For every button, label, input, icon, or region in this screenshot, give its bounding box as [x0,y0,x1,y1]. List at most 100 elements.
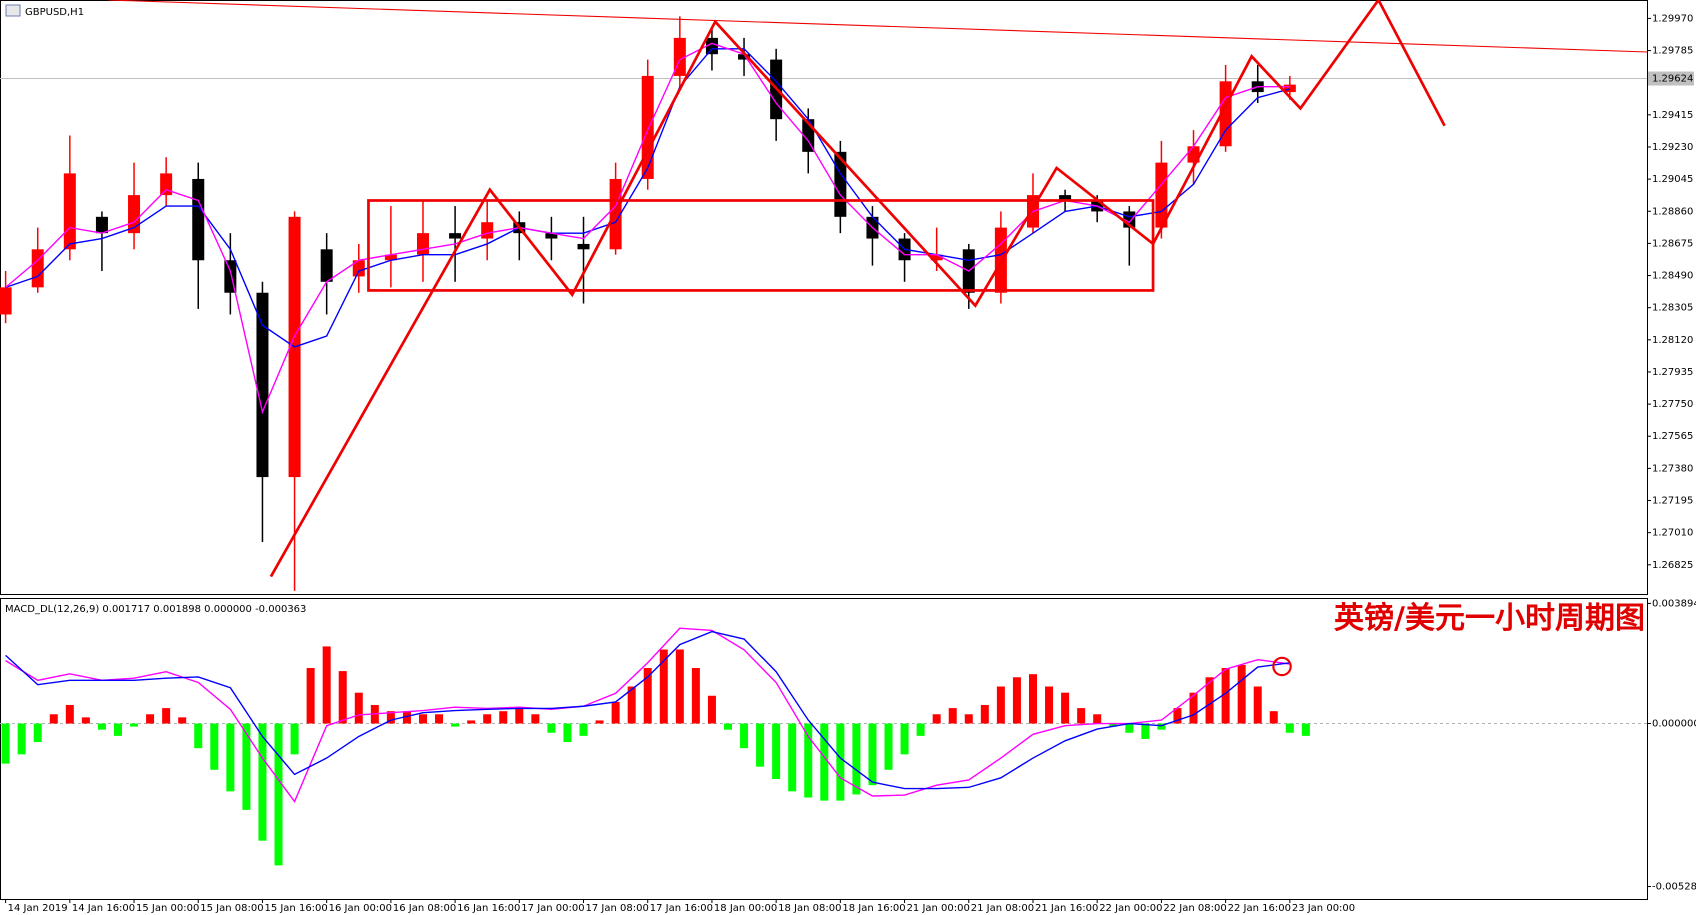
histogram-bar [178,717,187,724]
histogram-bar [788,723,797,792]
histogram-bar [1061,692,1070,724]
x-tick-label: 21 Jan 08:00 [971,903,1034,914]
y-tick-label: 0.003894 [1652,598,1696,609]
histogram-bar [451,723,460,727]
candle-body [160,173,173,196]
histogram-bar [354,692,363,724]
histogram-bar [643,668,652,724]
candle-body [545,233,558,239]
y-tick-label: 1.28120 [1652,335,1693,346]
macd-line [5,627,1290,803]
histogram-bar [964,714,973,724]
histogram-bar [97,723,106,730]
zigzag-projection [269,0,1446,578]
candle-body [63,173,76,250]
x-tick-label: 14 Jan 2019 [8,903,68,914]
candle-body [416,233,429,255]
histogram-bar [804,723,813,798]
histogram-bar [515,708,524,724]
x-tick-label: 21 Jan 00:00 [907,903,970,914]
histogram-bar [1012,677,1021,724]
histogram-bar [226,723,235,792]
y-tick-label: 1.27935 [1652,367,1693,378]
x-tick-label: 16 Jan 00:00 [329,903,392,914]
histogram-bar [916,723,925,736]
histogram-bar [723,723,732,730]
x-tick-label: 18 Jan 08:00 [778,903,841,914]
y-tick-label: 1.27010 [1652,528,1693,539]
histogram-bar [1173,708,1182,724]
y-tick-label: 1.29970 [1652,13,1693,24]
histogram-bar [1125,723,1134,733]
x-tick-label: 15 Jan 08:00 [200,903,263,914]
x-tick-label: 17 Jan 08:00 [586,903,649,914]
y-tick-label: 1.27195 [1652,496,1693,507]
histogram-bar [49,714,58,724]
histogram-bar [932,714,941,724]
x-tick-label: 16 Jan 16:00 [457,903,520,914]
histogram-bar [386,711,395,724]
histogram-bar [194,723,203,749]
candle-body [0,287,12,315]
histogram-bar [1109,723,1118,727]
histogram-bar [627,686,636,724]
histogram-bar [146,714,155,724]
x-tick-label: 14 Jan 16:00 [72,903,135,914]
y-tick-label: 1.28490 [1652,271,1693,282]
y-tick-label: 1.28305 [1652,303,1693,314]
histogram-bar [338,671,347,724]
histogram-bar [740,723,749,749]
histogram-bar [980,705,989,724]
candle-body [641,75,654,179]
x-tick-label: 23 Jan 00:00 [1292,903,1355,914]
candle-body [705,37,718,55]
macd-line [5,630,1290,790]
histogram-bar [852,723,861,795]
histogram-bar [884,723,893,770]
histogram-bar [756,723,765,767]
histogram-bar [1141,723,1150,739]
histogram-bar [900,723,909,755]
histogram-bar [1205,677,1214,724]
histogram-bar [579,723,588,736]
histogram-bar [1077,708,1086,724]
x-tick-label: 18 Jan 00:00 [714,903,777,914]
price-panel-frame [0,0,1648,595]
annotation: 英镑/美元一小时周期图 [1334,601,1645,636]
histogram-bar [1285,723,1294,733]
candle-body [738,54,751,60]
x-tick-label: 18 Jan 16:00 [842,903,905,914]
x-tick-label: 22 Jan 08:00 [1163,903,1226,914]
histogram-bar [322,646,331,724]
histogram-bar [675,649,684,724]
histogram-bar [836,723,845,801]
histogram-bar [1253,686,1262,724]
drawings [108,0,1648,677]
histogram-bar [210,723,219,770]
histogram-bar [1157,723,1166,730]
histogram-bar [274,723,283,866]
moving-average [5,42,1290,415]
y-tick-label: 1.28675 [1652,238,1693,249]
y-tick-label: 1.27750 [1652,399,1693,410]
candle-body [256,292,269,478]
candle-body [1059,195,1072,201]
y-tick-label: 1.29230 [1652,142,1693,153]
x-tick-label: 16 Jan 08:00 [393,903,456,914]
histogram-bar [435,714,444,724]
y-tick-label: 1.29415 [1652,110,1693,121]
y-tick-label: 1.29045 [1652,174,1693,185]
y-tick-label: 1.28860 [1652,206,1693,217]
histogram-bar [33,723,42,743]
histogram-bar [242,723,251,810]
histogram-bar [1045,686,1054,724]
histogram-bar [996,686,1005,724]
y-tick-label: 0.000000 [1652,719,1696,730]
histogram-bar [258,723,267,841]
histogram-bar [113,723,122,736]
histogram-bar [611,701,620,724]
chart-title: GBPUSD,H1 [25,7,84,18]
x-tick-label: 21 Jan 16:00 [1035,903,1098,914]
trend-line [108,0,1648,53]
histogram-bar [707,695,716,724]
